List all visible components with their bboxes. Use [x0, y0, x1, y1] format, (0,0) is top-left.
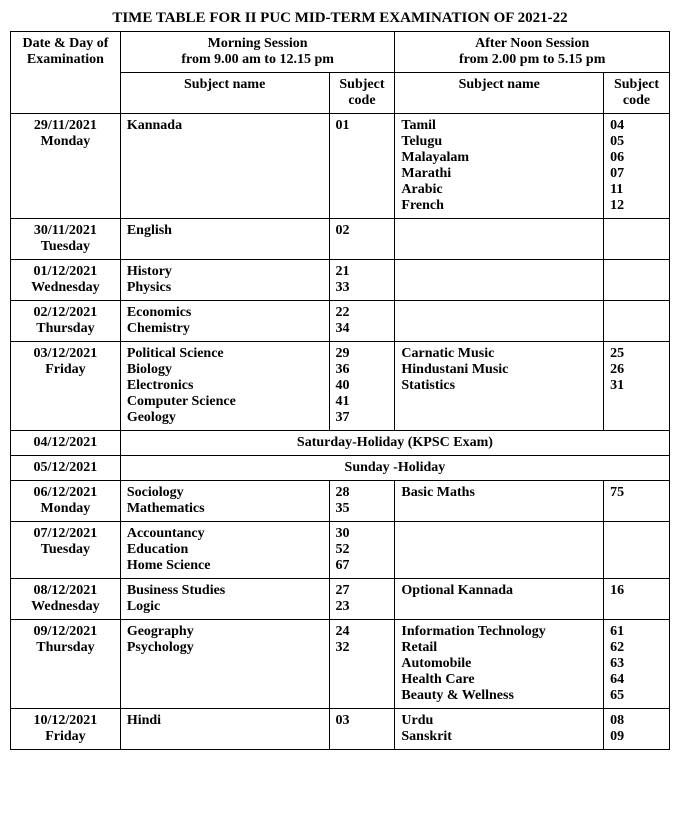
header-morning: Morning Session from 9.00 am to 12.15 pm [120, 32, 395, 73]
table-row: 04/12/2021Saturday-Holiday (KPSC Exam) [11, 431, 670, 456]
table-row: 29/11/2021 MondayKannada01Tamil Telugu M… [11, 114, 670, 219]
table-row: 06/12/2021 MondaySociology Mathematics28… [11, 481, 670, 522]
date-cell: 30/11/2021 Tuesday [11, 219, 121, 260]
morning-code-cell: 03 [329, 709, 395, 750]
morning-subject-cell: English [120, 219, 329, 260]
table-row: 08/12/2021 WednesdayBusiness Studies Log… [11, 579, 670, 620]
morning-code-cell: 24 32 [329, 620, 395, 709]
afternoon-subject-cell: Carnatic Music Hindustani Music Statisti… [395, 342, 604, 431]
header-afternoon: After Noon Session from 2.00 pm to 5.15 … [395, 32, 670, 73]
date-cell: 10/12/2021 Friday [11, 709, 121, 750]
afternoon-code-cell [604, 522, 670, 579]
table-row: 30/11/2021 TuesdayEnglish02 [11, 219, 670, 260]
morning-subject-cell: Economics Chemistry [120, 301, 329, 342]
afternoon-subject-cell [395, 219, 604, 260]
date-cell: 04/12/2021 [11, 431, 121, 456]
header-row-1: Date & Day of Examination Morning Sessio… [11, 32, 670, 73]
timetable: Date & Day of Examination Morning Sessio… [10, 31, 670, 750]
morning-code-cell: 27 23 [329, 579, 395, 620]
header-subject-code-m: Subject code [329, 73, 395, 114]
morning-code-cell: 01 [329, 114, 395, 219]
date-cell: 01/12/2021 Wednesday [11, 260, 121, 301]
afternoon-code-cell: 16 [604, 579, 670, 620]
table-row: 10/12/2021 FridayHindi03Urdu Sanskrit08 … [11, 709, 670, 750]
table-row: 07/12/2021 TuesdayAccountancy Education … [11, 522, 670, 579]
date-cell: 02/12/2021 Thursday [11, 301, 121, 342]
morning-code-cell: 30 52 67 [329, 522, 395, 579]
afternoon-code-cell [604, 301, 670, 342]
page-title: TIME TABLE FOR II PUC MID-TERM EXAMINATI… [10, 10, 670, 27]
header-subject-name-m: Subject name [120, 73, 329, 114]
date-cell: 09/12/2021 Thursday [11, 620, 121, 709]
afternoon-code-cell [604, 260, 670, 301]
table-row: 09/12/2021 ThursdayGeography Psychology2… [11, 620, 670, 709]
afternoon-code-cell: 75 [604, 481, 670, 522]
afternoon-code-cell: 25 26 31 [604, 342, 670, 431]
header-subject-code-a: Subject code [604, 73, 670, 114]
morning-code-cell: 29 36 40 41 37 [329, 342, 395, 431]
afternoon-subject-cell: Urdu Sanskrit [395, 709, 604, 750]
morning-subject-cell: Business Studies Logic [120, 579, 329, 620]
morning-code-cell: 21 33 [329, 260, 395, 301]
morning-code-cell: 02 [329, 219, 395, 260]
table-row: 03/12/2021 FridayPolitical Science Biolo… [11, 342, 670, 431]
afternoon-subject-cell: Information Technology Retail Automobile… [395, 620, 604, 709]
afternoon-subject-cell [395, 260, 604, 301]
table-row: 05/12/2021Sunday -Holiday [11, 456, 670, 481]
morning-subject-cell: Sociology Mathematics [120, 481, 329, 522]
morning-subject-cell: Kannada [120, 114, 329, 219]
afternoon-code-cell: 04 05 06 07 11 12 [604, 114, 670, 219]
holiday-cell: Sunday -Holiday [120, 456, 669, 481]
date-cell: 07/12/2021 Tuesday [11, 522, 121, 579]
morning-subject-cell: History Physics [120, 260, 329, 301]
afternoon-subject-cell: Tamil Telugu Malayalam Marathi Arabic Fr… [395, 114, 604, 219]
morning-code-cell: 28 35 [329, 481, 395, 522]
afternoon-code-cell: 61 62 63 64 65 [604, 620, 670, 709]
date-cell: 29/11/2021 Monday [11, 114, 121, 219]
afternoon-code-cell [604, 219, 670, 260]
header-date: Date & Day of Examination [11, 32, 121, 114]
afternoon-subject-cell: Basic Maths [395, 481, 604, 522]
table-row: 02/12/2021 ThursdayEconomics Chemistry22… [11, 301, 670, 342]
header-subject-name-a: Subject name [395, 73, 604, 114]
date-cell: 08/12/2021 Wednesday [11, 579, 121, 620]
date-cell: 03/12/2021 Friday [11, 342, 121, 431]
morning-subject-cell: Geography Psychology [120, 620, 329, 709]
morning-subject-cell: Accountancy Education Home Science [120, 522, 329, 579]
date-cell: 06/12/2021 Monday [11, 481, 121, 522]
morning-subject-cell: Hindi [120, 709, 329, 750]
date-cell: 05/12/2021 [11, 456, 121, 481]
holiday-cell: Saturday-Holiday (KPSC Exam) [120, 431, 669, 456]
afternoon-subject-cell [395, 522, 604, 579]
afternoon-subject-cell: Optional Kannada [395, 579, 604, 620]
afternoon-code-cell: 08 09 [604, 709, 670, 750]
table-row: 01/12/2021 WednesdayHistory Physics21 33 [11, 260, 670, 301]
morning-subject-cell: Political Science Biology Electronics Co… [120, 342, 329, 431]
afternoon-subject-cell [395, 301, 604, 342]
morning-code-cell: 22 34 [329, 301, 395, 342]
